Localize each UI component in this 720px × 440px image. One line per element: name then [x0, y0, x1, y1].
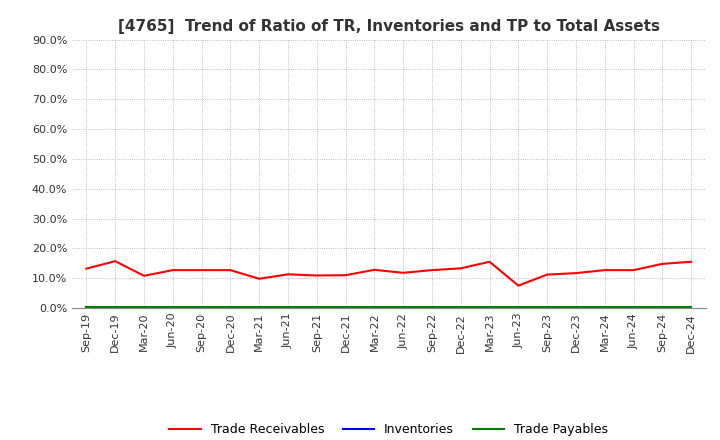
- Trade Payables: [312, 305, 321, 310]
- Trade Payables: [658, 305, 667, 310]
- Inventories: [572, 305, 580, 311]
- Legend: Trade Receivables, Inventories, Trade Payables: Trade Receivables, Inventories, Trade Pa…: [164, 418, 613, 440]
- Inventories: [428, 305, 436, 311]
- Trade Receivables: [485, 259, 494, 264]
- Trade Payables: [197, 305, 206, 310]
- Inventories: [82, 305, 91, 311]
- Trade Receivables: [226, 268, 235, 273]
- Inventories: [111, 305, 120, 311]
- Inventories: [140, 305, 148, 311]
- Trade Receivables: [312, 273, 321, 278]
- Trade Payables: [140, 305, 148, 310]
- Trade Receivables: [543, 272, 552, 277]
- Trade Payables: [370, 305, 379, 310]
- Trade Payables: [284, 305, 292, 310]
- Trade Receivables: [370, 267, 379, 272]
- Trade Receivables: [399, 270, 408, 275]
- Inventories: [485, 305, 494, 311]
- Inventories: [543, 305, 552, 311]
- Trade Receivables: [255, 276, 264, 282]
- Trade Payables: [600, 305, 609, 310]
- Trade Payables: [399, 305, 408, 310]
- Inventories: [514, 305, 523, 311]
- Inventories: [255, 305, 264, 311]
- Trade Receivables: [600, 268, 609, 273]
- Trade Receivables: [658, 261, 667, 267]
- Trade Receivables: [428, 268, 436, 273]
- Trade Receivables: [341, 272, 350, 278]
- Trade Payables: [226, 305, 235, 310]
- Trade Receivables: [514, 283, 523, 288]
- Trade Receivables: [197, 268, 206, 273]
- Trade Payables: [255, 305, 264, 310]
- Trade Payables: [82, 305, 91, 310]
- Trade Payables: [572, 305, 580, 310]
- Trade Receivables: [629, 268, 638, 273]
- Trade Payables: [543, 305, 552, 310]
- Line: Trade Receivables: Trade Receivables: [86, 261, 691, 286]
- Inventories: [197, 305, 206, 311]
- Inventories: [687, 305, 696, 311]
- Trade Payables: [428, 305, 436, 310]
- Inventories: [629, 305, 638, 311]
- Inventories: [341, 305, 350, 311]
- Trade Receivables: [687, 259, 696, 264]
- Trade Receivables: [284, 271, 292, 277]
- Title: [4765]  Trend of Ratio of TR, Inventories and TP to Total Assets: [4765] Trend of Ratio of TR, Inventories…: [118, 19, 660, 34]
- Trade Payables: [687, 305, 696, 310]
- Trade Receivables: [111, 259, 120, 264]
- Trade Payables: [629, 305, 638, 310]
- Trade Payables: [514, 305, 523, 310]
- Trade Payables: [456, 305, 465, 310]
- Trade Payables: [168, 305, 177, 310]
- Trade Payables: [111, 305, 120, 310]
- Inventories: [456, 305, 465, 311]
- Trade Payables: [485, 305, 494, 310]
- Inventories: [312, 305, 321, 311]
- Inventories: [658, 305, 667, 311]
- Inventories: [399, 305, 408, 311]
- Trade Receivables: [572, 271, 580, 276]
- Trade Receivables: [140, 273, 148, 279]
- Inventories: [370, 305, 379, 311]
- Trade Receivables: [82, 266, 91, 271]
- Trade Payables: [341, 305, 350, 310]
- Inventories: [168, 305, 177, 311]
- Inventories: [226, 305, 235, 311]
- Inventories: [284, 305, 292, 311]
- Trade Receivables: [168, 268, 177, 273]
- Inventories: [600, 305, 609, 311]
- Trade Receivables: [456, 266, 465, 271]
